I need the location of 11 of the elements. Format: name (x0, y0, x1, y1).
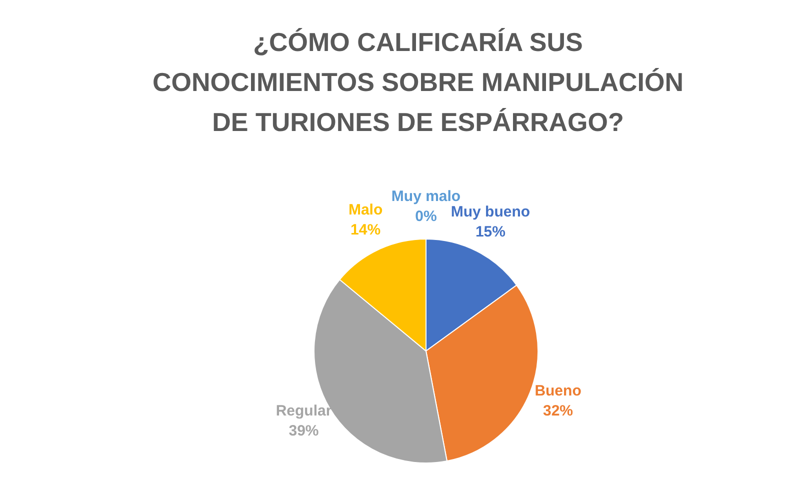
chart-title: ¿CÓMO CALIFICARÍA SUS CONOCIMIENTOS SOBRE MANIPULACIÓN DE TURIONES DE ESPÁRRAGO? (151, 26, 685, 139)
data-label: 14% (350, 222, 381, 239)
category-label: Muy malo (391, 188, 461, 205)
slice-label: Malo (348, 202, 383, 219)
slice-label: Regular (276, 402, 332, 420)
data-label: 39% (288, 422, 319, 440)
data-label: 32% (543, 402, 574, 420)
text: 0% (415, 208, 437, 225)
slice-label: Bueno (534, 382, 582, 400)
data-label: 15% (475, 223, 506, 240)
slice-label: Muy bueno (450, 203, 530, 220)
